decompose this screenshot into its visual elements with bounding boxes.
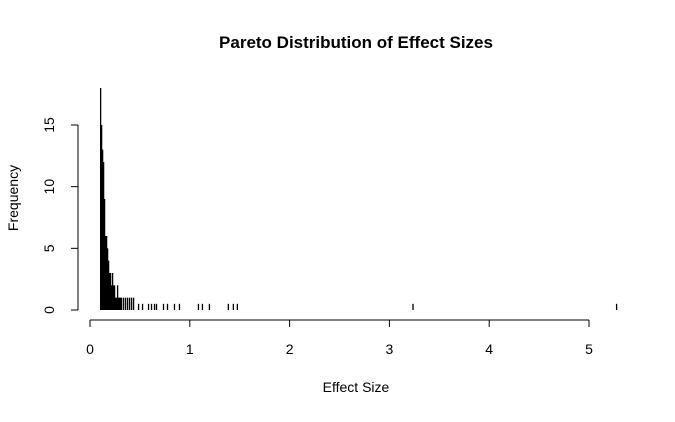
histogram-bar <box>232 303 235 310</box>
histogram-bar <box>153 303 156 310</box>
histogram-bar <box>147 303 150 310</box>
histogram-bar <box>119 297 122 310</box>
histogram-bar <box>150 303 153 310</box>
histogram-bar <box>107 260 110 310</box>
y-tick-label: 5 <box>41 244 57 252</box>
histogram-bar <box>104 236 107 310</box>
x-axis: 0 1 2 3 4 5 <box>86 319 593 357</box>
histogram-bar <box>103 199 106 310</box>
histogram-bar <box>155 303 158 310</box>
histogram-bar <box>227 303 230 310</box>
x-tick-label: 1 <box>186 341 194 357</box>
histogram-bar <box>166 303 169 310</box>
histogram-bar <box>197 303 200 310</box>
histogram-bar <box>111 273 114 310</box>
histogram-bar <box>236 303 239 310</box>
histogram-bars <box>99 88 618 310</box>
y-tick-label: 10 <box>41 179 57 195</box>
y-axis-label: Frequency <box>5 165 21 231</box>
x-tick-label: 3 <box>386 341 394 357</box>
y-tick-label: 15 <box>41 117 57 133</box>
histogram-bar <box>101 149 104 310</box>
x-tick-label: 5 <box>585 341 593 357</box>
y-tick-label: 0 <box>41 306 57 314</box>
histogram-bar <box>115 297 118 310</box>
histogram-bar <box>113 285 116 310</box>
y-axis: 0 5 10 15 <box>41 117 79 314</box>
x-axis-label: Effect Size <box>323 379 390 395</box>
histogram-bar <box>615 303 618 310</box>
histogram-bar <box>126 297 129 310</box>
histogram-bar <box>108 273 111 310</box>
histogram-bar <box>173 303 176 310</box>
histogram-bar <box>130 297 133 310</box>
histogram-bar <box>162 303 165 310</box>
histogram-bar <box>124 297 127 310</box>
histogram-bar <box>118 297 121 310</box>
histogram-bar <box>105 236 108 310</box>
histogram-bar <box>208 303 211 310</box>
histogram-bar <box>128 297 131 310</box>
histogram-bar <box>122 297 125 310</box>
histogram-bar <box>102 162 105 310</box>
histogram-bar <box>109 273 112 310</box>
histogram-bar <box>120 297 123 310</box>
histogram-bar <box>112 285 115 310</box>
histogram-bar <box>114 297 117 310</box>
histogram-bar <box>100 125 103 310</box>
histogram-bar <box>99 88 102 310</box>
x-tick-label: 2 <box>286 341 294 357</box>
histogram-bar <box>106 248 109 310</box>
histogram-bar <box>201 303 204 310</box>
x-tick-label: 4 <box>485 341 493 357</box>
histogram-bar <box>137 303 140 310</box>
histogram-bar <box>116 285 119 310</box>
x-tick-label: 0 <box>86 341 94 357</box>
histogram-bar <box>141 303 144 310</box>
histogram-bar <box>178 303 181 310</box>
histogram-bar <box>412 303 414 310</box>
chart-title: Pareto Distribution of Effect Sizes <box>219 33 493 52</box>
histogram-bar <box>117 297 120 310</box>
histogram-bar <box>132 297 135 310</box>
histogram-bar <box>110 285 113 310</box>
